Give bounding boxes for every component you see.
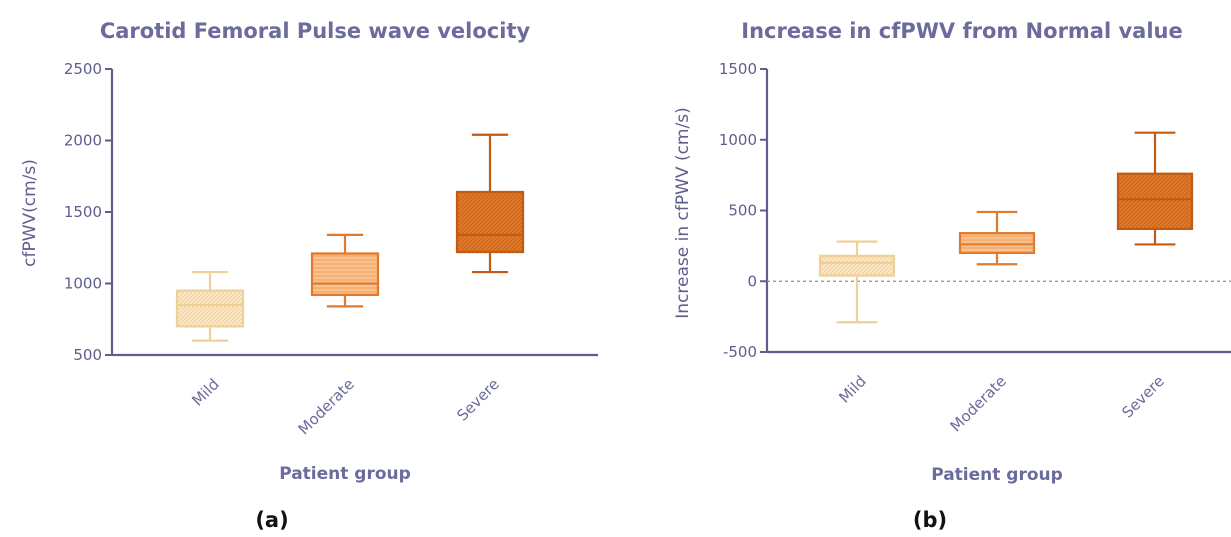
y-tick-label: 0 [747,272,757,290]
y-tick-label: 2000 [64,132,102,150]
y-tick-label: 500 [73,346,102,364]
y-axis-label: cfPWV(cm/s) [20,159,40,267]
x-tick-label: Severe [1118,372,1167,421]
x-tick-label: Moderate [295,375,358,438]
chart-panel-b: Increase in cfPWV from Normal value Incr… [673,19,1231,532]
x-tick-label: Mild [188,375,223,410]
plot-area: -500 0 500 1000 1500 Mild Moderate Severe [719,60,1231,435]
y-tick-label: 1500 [719,60,757,78]
y-tick-label: 1000 [64,275,102,293]
box-severe [1116,172,1194,230]
box-moderate [958,232,1036,255]
chart-title: Carotid Femoral Pulse wave velocity [100,19,531,43]
panel-label: (b) [913,508,947,532]
y-tick-label: -500 [723,343,757,361]
x-tick-label: Severe [453,375,502,424]
box-severe [455,190,525,254]
panel-label: (a) [255,508,288,532]
chart-panel-a: Carotid Femoral Pulse wave velocity cfPW… [20,19,598,532]
y-tick-label: 1500 [64,203,102,221]
y-tick-label: 500 [728,202,757,220]
x-tick-label: Moderate [947,372,1010,435]
x-tick-label: Mild [835,372,870,407]
y-axis-label: Increase in cfPWV (cm/s) [673,107,693,318]
box-mild [175,289,245,328]
y-tick-label: 1000 [719,131,757,149]
x-axis-label: Patient group [931,465,1063,485]
chart-title: Increase in cfPWV from Normal value [741,19,1182,43]
box-moderate [310,252,380,297]
x-axis-label: Patient group [279,464,411,484]
y-tick-label: 2500 [64,60,102,78]
plot-area: 500 1000 1500 2000 2500 Mild Moderate Severe [64,60,598,438]
box-mild [818,254,896,277]
